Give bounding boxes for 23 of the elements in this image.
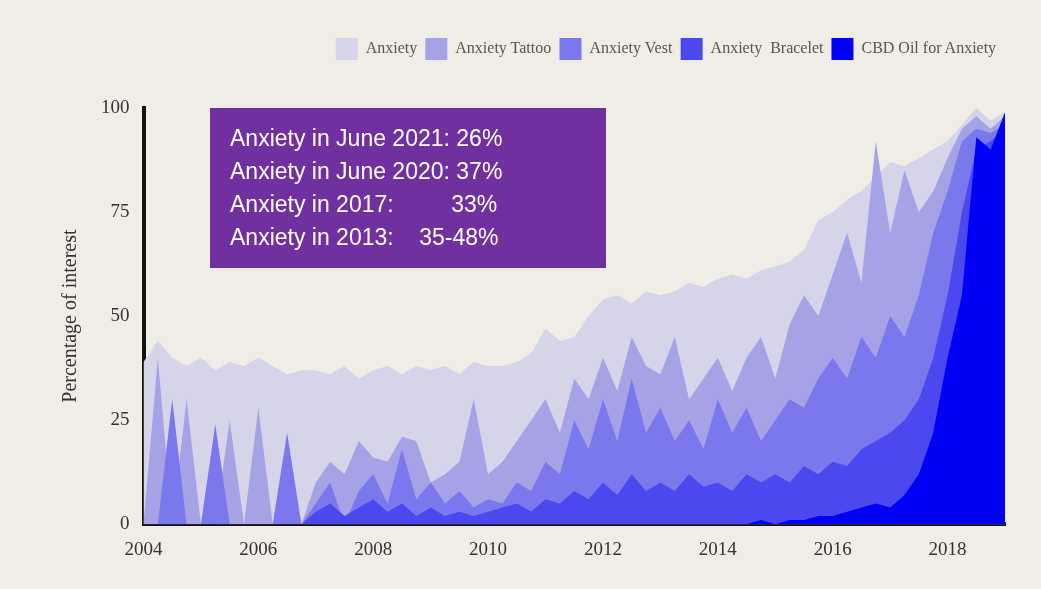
- x-tick-label: 2010: [469, 537, 508, 559]
- x-tick-label: 2018: [928, 537, 967, 559]
- annotation: Anxiety in June 2020: 37%: [230, 157, 504, 186]
- annotation: Anxiety in 2017: 33%: [230, 190, 499, 219]
- y-tick-label: 25: [110, 408, 130, 430]
- legend-label: Anxiety: [365, 39, 418, 58]
- y-tick-label: 50: [110, 304, 130, 326]
- legend-label: Anxiety Bracelet: [710, 39, 825, 58]
- y-tick-label: 75: [110, 200, 130, 222]
- x-tick-label: 2008: [354, 537, 393, 559]
- y-tick-label: 0: [120, 512, 130, 534]
- x-tick-label: 2012: [583, 537, 622, 559]
- x-tick-label: 2014: [698, 537, 738, 559]
- legend-label: Anxiety Tattoo: [455, 39, 552, 58]
- x-tick-label: 2016: [813, 537, 852, 559]
- y-tick-label: 100: [101, 95, 130, 117]
- annotation: Anxiety in 2013: 35-48%: [230, 223, 500, 252]
- legend-label: CBD Oil for Anxiety: [861, 39, 997, 58]
- x-tick-label: 2004: [124, 537, 163, 559]
- annotation: Anxiety in June 2021: 26%: [230, 124, 504, 153]
- legend-label: Anxiety Vest: [589, 39, 673, 58]
- y-axis-title: Percentage of interest: [58, 229, 82, 403]
- x-tick-label: 2006: [239, 537, 278, 559]
